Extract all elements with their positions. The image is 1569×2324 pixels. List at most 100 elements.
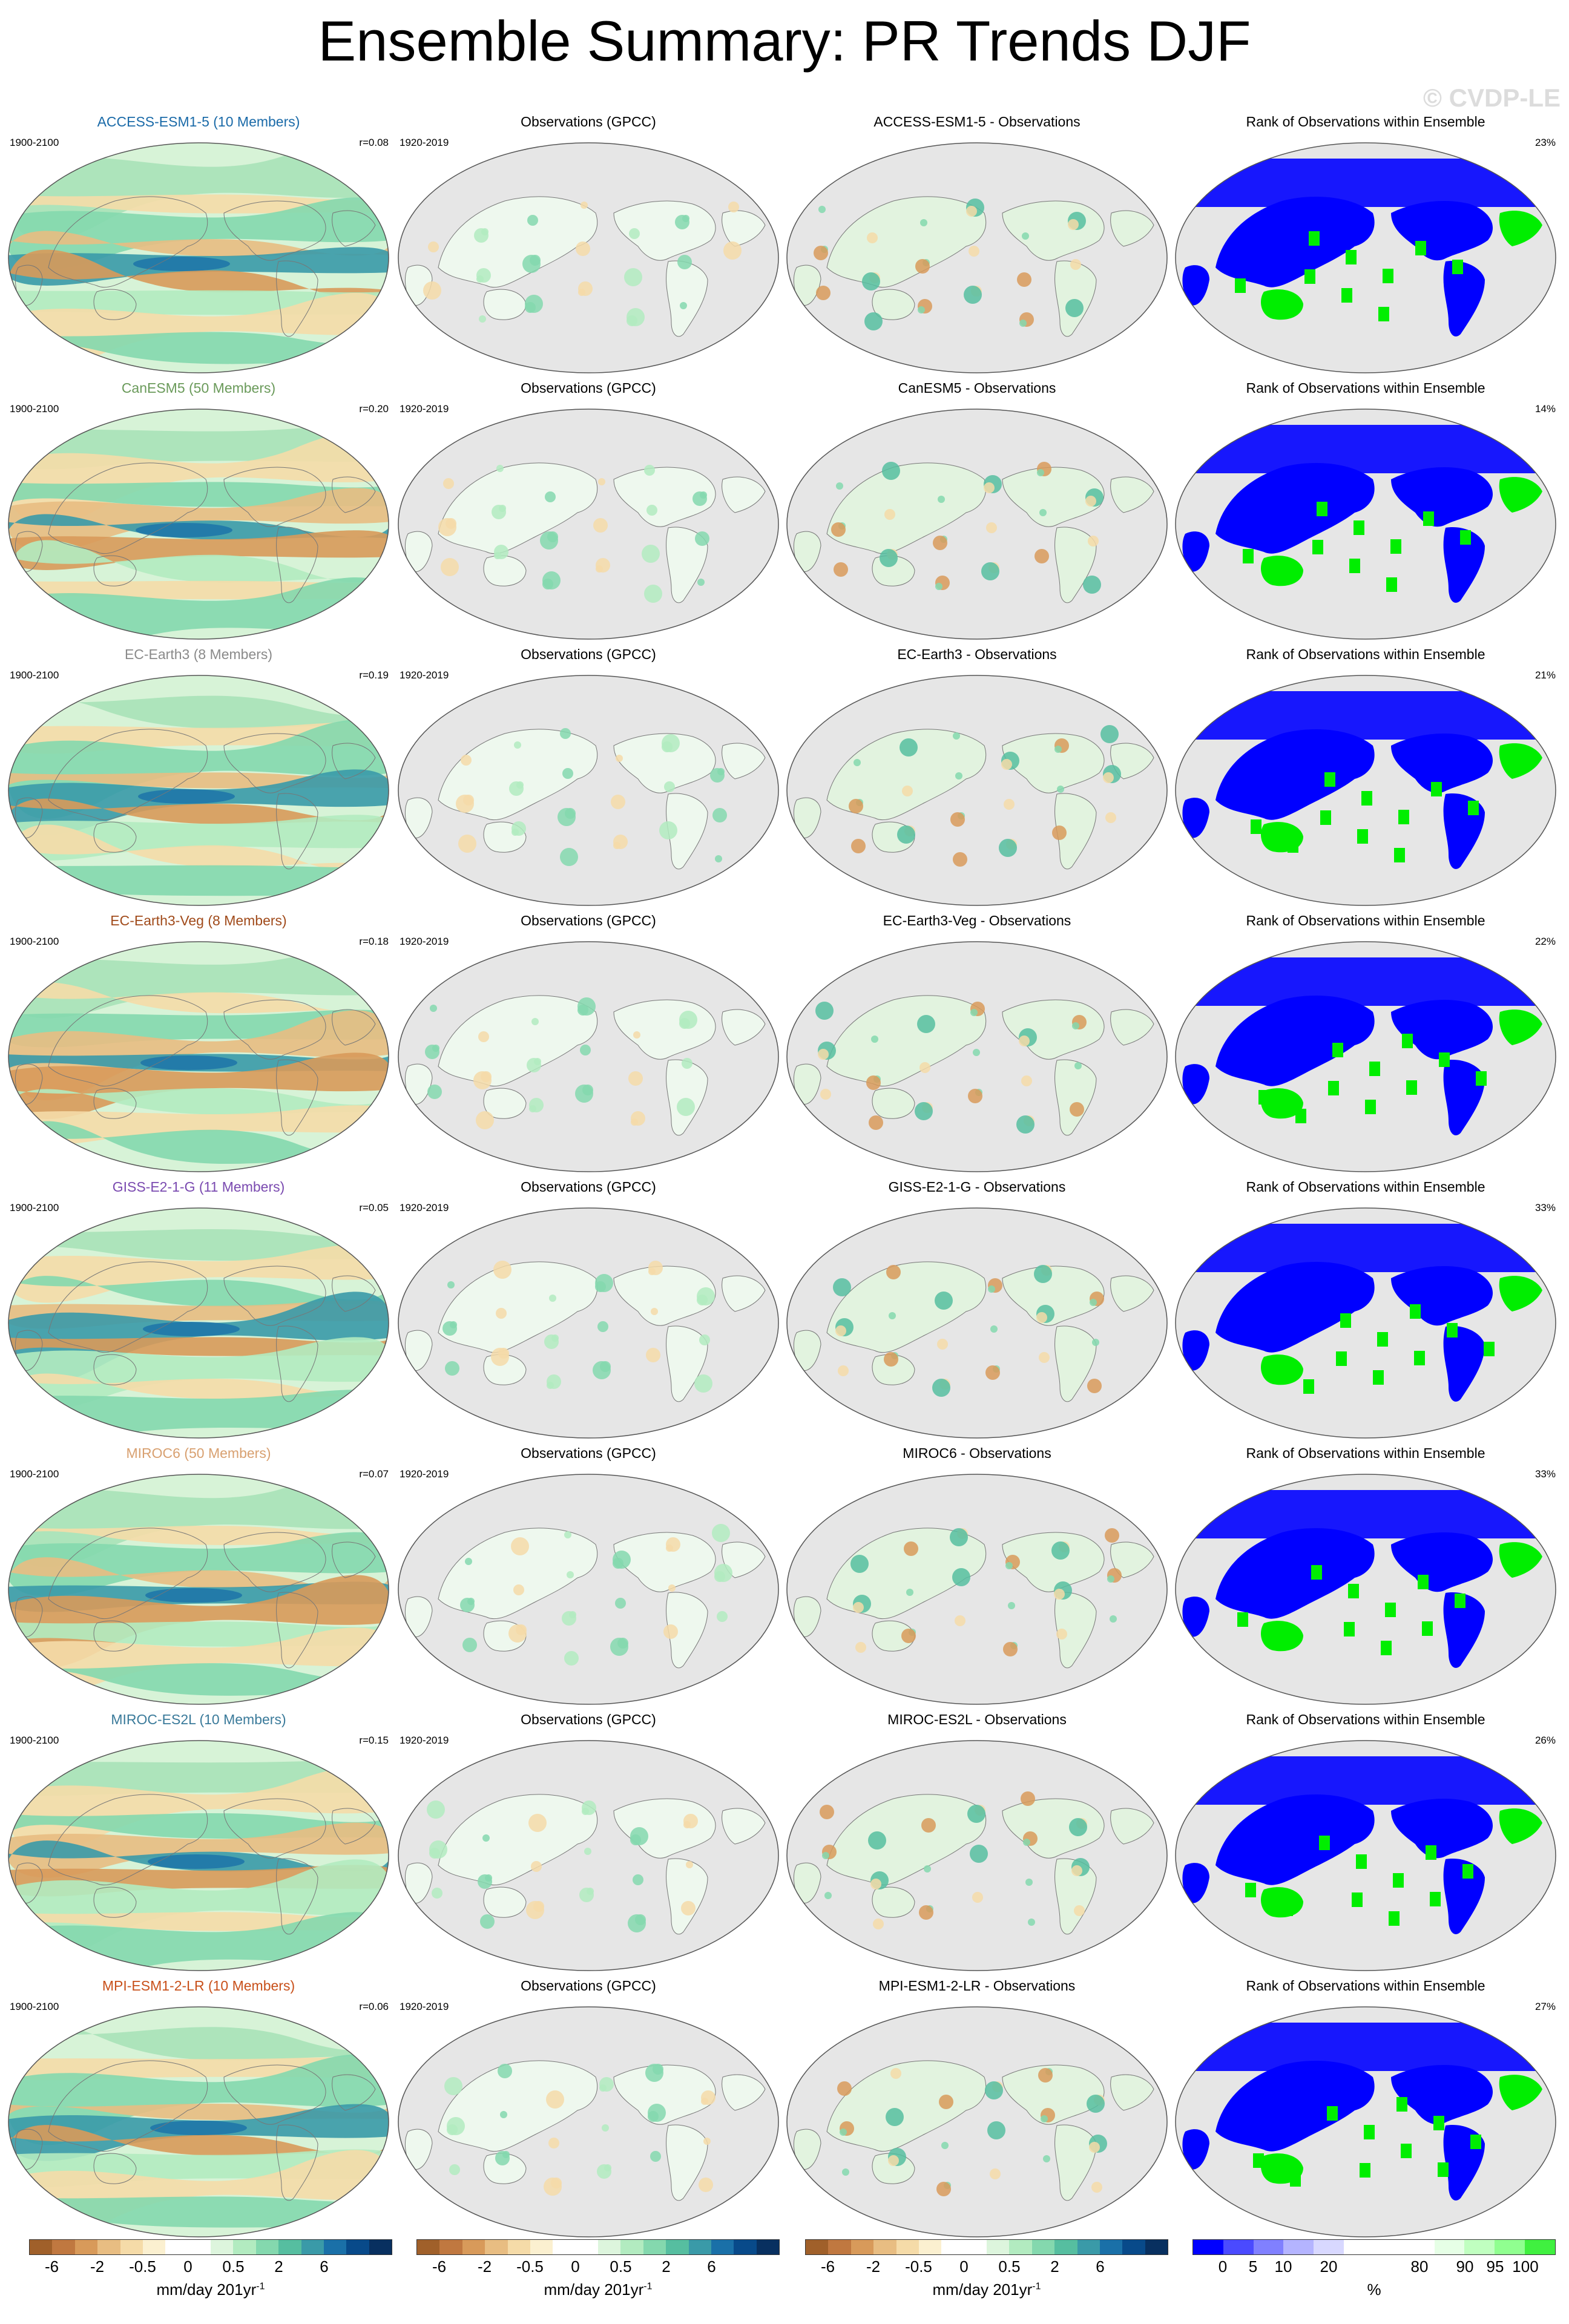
- pattern-correlation: r=0.07: [359, 1468, 389, 1480]
- pattern-correlation: r=0.15: [359, 1735, 389, 1746]
- period-label: 1920-2019: [400, 2001, 449, 2012]
- diff-map: [786, 1207, 1168, 1439]
- unit-exponent: -1: [643, 2281, 653, 2292]
- colorbar-tick-label: 80: [1410, 2257, 1429, 2276]
- panel-title: Observations (GPCC): [521, 646, 656, 662]
- period-label: 1920-2019: [400, 1202, 449, 1213]
- rank-map: [1175, 1474, 1556, 1705]
- colorbar-swatch: [462, 2240, 485, 2254]
- diff-map: [786, 409, 1168, 640]
- period-label: 1900-2100: [10, 137, 59, 148]
- obs-panel: Observations (GPCC) 1920-2019: [396, 380, 781, 646]
- colorbar-swatch: [188, 2240, 211, 2254]
- colorbar-swatch: [1283, 2240, 1314, 2254]
- diff-map: [786, 142, 1168, 373]
- rank-percent: 21%: [1534, 669, 1556, 681]
- period-label: 1900-2100: [10, 936, 59, 947]
- rank-panel: Rank of Observations within Ensemble 33%: [1173, 1179, 1558, 1445]
- panel-title: MPI-ESM1-2-LR - Observations: [878, 1978, 1076, 1994]
- panel-title: MIROC6 (50 Members): [126, 1445, 271, 1461]
- panel-title: Rank of Observations within Ensemble: [1246, 1179, 1485, 1195]
- colorbar-swatch: [688, 2240, 711, 2254]
- model-panel: ACCESS-ESM1-5 (10 Members) 1900-2100 r=0.0…: [6, 114, 391, 380]
- colorbar-swatch: [666, 2240, 689, 2254]
- diff-panel: MIROC-ES2L - Observations: [784, 1712, 1169, 1978]
- panel-title: EC-Earth3 (8 Members): [124, 646, 273, 662]
- panel-title: ACCESS-ESM1-5 (10 Members): [97, 114, 300, 130]
- obs-map: [398, 1474, 779, 1705]
- diff-map: [786, 1740, 1168, 1971]
- obs-map: [398, 409, 779, 640]
- model-panel: GISS-E2-1-G (11 Members) 1900-2100 r=0.05: [6, 1179, 391, 1445]
- diff-map: [786, 2006, 1168, 2237]
- diff-map: [786, 675, 1168, 906]
- period-label: 1920-2019: [400, 936, 449, 947]
- unit-text: mm/day 201yr: [544, 2280, 644, 2299]
- obs-panel: Observations (GPCC) 1920-2019: [396, 646, 781, 913]
- pattern-correlation: r=0.20: [359, 403, 389, 415]
- colorbar-swatch: [1223, 2240, 1254, 2254]
- colorbar-swatch: [369, 2240, 392, 2254]
- colorbar-swatch: [1122, 2240, 1145, 2254]
- panel-title: ACCESS-ESM1-5 - Observations: [873, 114, 1081, 130]
- colorbar-swatch: [575, 2240, 598, 2254]
- colorbar-tick-label: -2: [90, 2257, 105, 2276]
- model-map: [8, 142, 389, 373]
- colorbar-tick-label: -0.5: [516, 2257, 544, 2276]
- rank-panel: Rank of Observations within Ensemble 22%: [1173, 913, 1558, 1179]
- model-panel: EC-Earth3-Veg (8 Members) 1900-2100 r=0.18: [6, 913, 391, 1179]
- diff-panel: MPI-ESM1-2-LR - Observations: [784, 1978, 1169, 2244]
- rank-panel: Rank of Observations within Ensemble 27%: [1173, 1978, 1558, 2244]
- panel-title: Observations (GPCC): [521, 380, 656, 396]
- colorbar-tick-label: -6: [820, 2257, 835, 2276]
- obs-panel: Observations (GPCC) 1920-2019: [396, 114, 781, 380]
- colorbar-swatches: [805, 2239, 1168, 2255]
- panel-title: Observations (GPCC): [521, 1978, 656, 1994]
- colorbar-swatch: [711, 2240, 734, 2254]
- colorbar-swatch: [530, 2240, 553, 2254]
- colorbar-swatch: [620, 2240, 643, 2254]
- colorbar-tick-label: 6: [707, 2257, 716, 2276]
- panel-title: MIROC-ES2L - Observations: [887, 1712, 1067, 1727]
- colorbar-swatch: [643, 2240, 666, 2254]
- colorbar-tick-label: 6: [1096, 2257, 1105, 2276]
- rank-map: [1175, 409, 1556, 640]
- colorbar-swatch: [896, 2240, 919, 2254]
- rank-percent: 26%: [1534, 1735, 1556, 1746]
- colorbar-swatch: [485, 2240, 508, 2254]
- pattern-correlation: r=0.06: [359, 2001, 389, 2012]
- colorbar-swatch: [1077, 2240, 1100, 2254]
- rank-percent: 14%: [1534, 403, 1556, 415]
- colorbar-swatch: [1099, 2240, 1123, 2254]
- rank-percent: 22%: [1534, 936, 1556, 947]
- unit-exponent: -1: [256, 2281, 265, 2292]
- colorbar-unit: mm/day 201yr-1: [29, 2280, 392, 2299]
- colorbar-swatch: [918, 2240, 942, 2254]
- panel-title: EC-Earth3-Veg - Observations: [883, 913, 1071, 928]
- obs-map: [398, 1740, 779, 1971]
- pattern-correlation: r=0.05: [359, 1202, 389, 1213]
- panel-title: CanESM5 (50 Members): [121, 380, 276, 396]
- colorbar-swatch: [1031, 2240, 1055, 2254]
- panel-title: Rank of Observations within Ensemble: [1246, 646, 1485, 662]
- colorbar-swatches: [1192, 2239, 1556, 2255]
- period-label: 1920-2019: [400, 1468, 449, 1480]
- pattern-correlation: r=0.08: [359, 137, 389, 148]
- colorbar-unit: mm/day 201yr-1: [805, 2280, 1168, 2299]
- panel-title: Observations (GPCC): [521, 1179, 656, 1195]
- colorbar-swatches: [416, 2239, 780, 2255]
- colorbar-tick-label: 90: [1456, 2257, 1474, 2276]
- colorbar-swatch: [1373, 2240, 1404, 2254]
- colorbar-swatch: [806, 2240, 829, 2254]
- model-map: [8, 1740, 389, 1971]
- colorbar-swatch: [30, 2240, 53, 2254]
- period-label: 1900-2100: [10, 669, 59, 681]
- model-panel: EC-Earth3 (8 Members) 1900-2100 r=0.19: [6, 646, 391, 913]
- model-panel: MIROC-ES2L (10 Members) 1900-2100 r=0.15: [6, 1712, 391, 1978]
- colorbar-tick-label: 2: [662, 2257, 671, 2276]
- period-label: 1920-2019: [400, 669, 449, 681]
- colorbar-swatch: [52, 2240, 75, 2254]
- panel-title: Rank of Observations within Ensemble: [1246, 114, 1485, 130]
- rank-map: [1175, 2006, 1556, 2237]
- rank-panel: Rank of Observations within Ensemble 23%: [1173, 114, 1558, 380]
